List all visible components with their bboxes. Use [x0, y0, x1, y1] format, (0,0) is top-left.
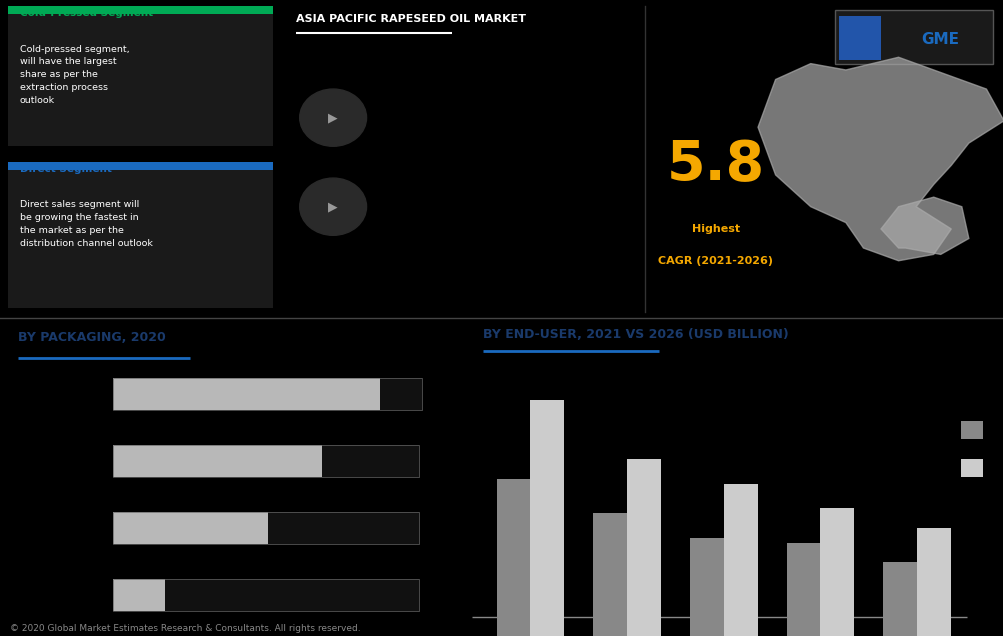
FancyBboxPatch shape	[961, 421, 982, 439]
Text: Cold-pressed segment,
will have the largest
share as per the
extraction process
: Cold-pressed segment, will have the larg…	[20, 45, 129, 105]
Text: Direct sales segment will
be growing the fastest in
the market as per the
distri: Direct sales segment will be growing the…	[20, 200, 152, 248]
Bar	[496, 479, 530, 636]
Bar	[916, 528, 950, 636]
Text: Cold-Pressed Segment: Cold-Pressed Segment	[20, 8, 152, 18]
Text: CAGR (2021-2026): CAGR (2021-2026)	[658, 256, 772, 266]
Text: ▶: ▶	[328, 111, 338, 124]
Bar	[689, 538, 723, 636]
Text: Highest: Highest	[691, 224, 739, 234]
Bar	[785, 543, 819, 636]
FancyBboxPatch shape	[113, 445, 322, 477]
Text: Direct Segment: Direct Segment	[20, 163, 111, 174]
FancyBboxPatch shape	[839, 16, 881, 60]
FancyBboxPatch shape	[164, 579, 418, 611]
Polygon shape	[881, 197, 968, 254]
Text: ASIA PACIFIC RAPESEED OIL MARKET: ASIA PACIFIC RAPESEED OIL MARKET	[296, 14, 526, 24]
FancyBboxPatch shape	[380, 378, 421, 410]
FancyBboxPatch shape	[8, 162, 273, 170]
FancyBboxPatch shape	[8, 6, 273, 146]
FancyBboxPatch shape	[322, 445, 418, 477]
Bar	[819, 508, 854, 636]
Text: BY PACKAGING, 2020: BY PACKAGING, 2020	[18, 331, 165, 343]
FancyBboxPatch shape	[8, 6, 273, 14]
Bar	[723, 484, 757, 636]
Circle shape	[300, 89, 366, 146]
Bar	[883, 562, 916, 636]
FancyBboxPatch shape	[113, 579, 164, 611]
Bar	[530, 401, 564, 636]
FancyBboxPatch shape	[8, 162, 273, 308]
Text: © 2020 Global Market Estimates Research & Consultants. All rights reserved.: © 2020 Global Market Estimates Research …	[10, 624, 360, 633]
FancyBboxPatch shape	[267, 512, 418, 544]
Text: GME: GME	[921, 32, 959, 47]
Text: ▶: ▶	[328, 200, 338, 213]
Polygon shape	[757, 57, 1003, 261]
FancyBboxPatch shape	[113, 512, 267, 544]
FancyBboxPatch shape	[961, 459, 982, 477]
FancyBboxPatch shape	[113, 378, 380, 410]
Circle shape	[300, 178, 366, 235]
Bar	[593, 513, 627, 636]
Text: 5.8: 5.8	[666, 139, 764, 192]
Bar	[627, 459, 660, 636]
Text: BY END-USER, 2021 VS 2026 (USD BILLION): BY END-USER, 2021 VS 2026 (USD BILLION)	[482, 328, 788, 340]
FancyBboxPatch shape	[834, 10, 993, 64]
